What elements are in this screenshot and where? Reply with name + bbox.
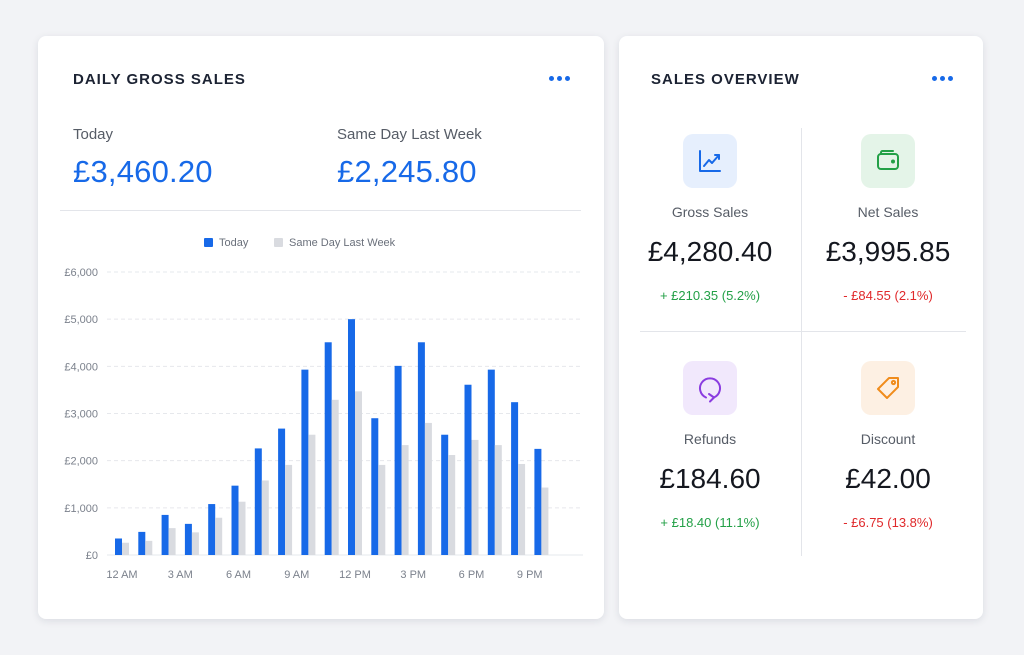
sales-overview-card: SALES OVERVIEW Gross Sales £4,280.40 + £…: [619, 36, 983, 619]
divider: [801, 128, 802, 556]
today-value: £3,460.20: [73, 154, 213, 189]
x-tick-label: 9 PM: [517, 569, 543, 581]
x-tick-label: 12 PM: [339, 569, 371, 581]
metric-value: £4,280.40: [647, 236, 773, 267]
trend-up-icon: [683, 134, 737, 188]
bar-last-week: [145, 540, 153, 555]
bar-today: [348, 319, 355, 555]
bar-last-week: [355, 391, 362, 555]
tag-icon: [861, 361, 915, 415]
bar-last-week: [541, 487, 549, 555]
y-tick-label: £6,000: [64, 267, 98, 279]
metric-label: Gross Sales: [671, 204, 749, 220]
x-tick-label: 3 AM: [168, 569, 193, 581]
metric-change: + £210.35 (5.2%): [659, 288, 761, 303]
metric-change: - £6.75 (13.8%): [843, 515, 933, 530]
divider: [60, 210, 581, 211]
y-tick-label: £0: [86, 550, 98, 562]
metric-change: - £84.55 (2.1%): [843, 288, 933, 303]
bar-last-week: [238, 501, 246, 555]
bar-today: [417, 342, 425, 555]
more-options-icon[interactable]: [932, 76, 953, 81]
discount-metric: Discount £42.00 - £6.75 (13.8%): [798, 361, 978, 530]
bar-today: [534, 448, 542, 555]
bar-last-week: [471, 439, 479, 555]
y-tick-label: £4,000: [64, 361, 98, 373]
bar-today: [371, 418, 379, 555]
wallet-icon: [861, 134, 915, 188]
y-tick-label: £5,000: [64, 314, 98, 326]
y-tick-label: £1,000: [64, 503, 98, 515]
metric-value: £3,995.85: [825, 236, 951, 267]
sales-overview-title: SALES OVERVIEW: [651, 71, 800, 88]
metric-value: £42.00: [845, 463, 931, 494]
bar-last-week: [331, 399, 339, 555]
bar-today: [184, 523, 192, 555]
bar-today: [208, 504, 216, 555]
gross-sales-metric: Gross Sales £4,280.40 + £210.35 (5.2%): [620, 134, 800, 303]
metric-value: £184.60: [659, 463, 761, 494]
last-week-value: £2,245.80: [337, 154, 477, 189]
bar-today: [278, 428, 286, 555]
bar-today: [138, 531, 146, 555]
bar-last-week: [448, 455, 456, 555]
bar-today: [324, 342, 332, 555]
legend-label: Same Day Last Week: [289, 237, 396, 249]
bar-last-week: [401, 445, 409, 555]
divider: [640, 331, 966, 332]
metric-label: Discount: [860, 431, 916, 447]
bar-last-week: [494, 445, 502, 555]
bar-last-week: [122, 542, 129, 555]
bar-today: [115, 538, 122, 555]
bar-last-week: [285, 464, 293, 555]
more-options-icon[interactable]: [549, 76, 570, 81]
x-tick-label: 6 AM: [226, 569, 251, 581]
x-tick-label: 3 PM: [400, 569, 426, 581]
bar-last-week: [424, 422, 432, 555]
bar-last-week: [378, 464, 386, 555]
last-week-label: Same Day Last Week: [337, 126, 482, 143]
gross-sales-bar-chart: £0 £1,000 £2,000 £3,000 £4,000 £5,000 £6,000 12…: [64, 237, 583, 581]
bar-last-week: [518, 463, 526, 555]
bar-today: [161, 514, 169, 555]
bar-today: [394, 365, 402, 555]
metric-change: + £18.40 (11.1%): [660, 515, 760, 530]
refund-icon: [683, 361, 737, 415]
y-tick-label: £2,000: [64, 456, 98, 468]
legend-label: Today: [219, 237, 249, 249]
bar-last-week: [191, 532, 199, 555]
bar-today: [231, 485, 239, 555]
y-tick-label: £3,000: [64, 409, 98, 421]
x-tick-label: 12 AM: [106, 569, 137, 581]
bar-today: [464, 384, 472, 555]
bar-today: [254, 448, 262, 555]
bar-today: [441, 434, 449, 555]
bar-last-week: [215, 517, 223, 555]
bar-last-week: [261, 480, 269, 555]
today-label: Today: [73, 126, 114, 143]
refunds-metric: Refunds £184.60 + £18.40 (11.1%): [620, 361, 800, 530]
legend-swatch: [204, 238, 213, 247]
x-tick-label: 6 PM: [459, 569, 485, 581]
daily-gross-sales-card: DAILY GROSS SALES Today £3,460.20 Same D…: [38, 36, 604, 619]
bar-last-week: [168, 528, 176, 555]
bar-today: [511, 402, 519, 555]
x-tick-label: 9 AM: [284, 569, 309, 581]
net-sales-metric: Net Sales £3,995.85 - £84.55 (2.1%): [798, 134, 978, 303]
bar-last-week: [308, 434, 316, 555]
daily-gross-sales-title: DAILY GROSS SALES: [73, 71, 246, 88]
metric-label: Net Sales: [857, 204, 919, 220]
legend-swatch: [274, 238, 283, 247]
bar-today: [487, 369, 495, 555]
bar-today: [301, 369, 309, 555]
metric-label: Refunds: [683, 431, 737, 447]
